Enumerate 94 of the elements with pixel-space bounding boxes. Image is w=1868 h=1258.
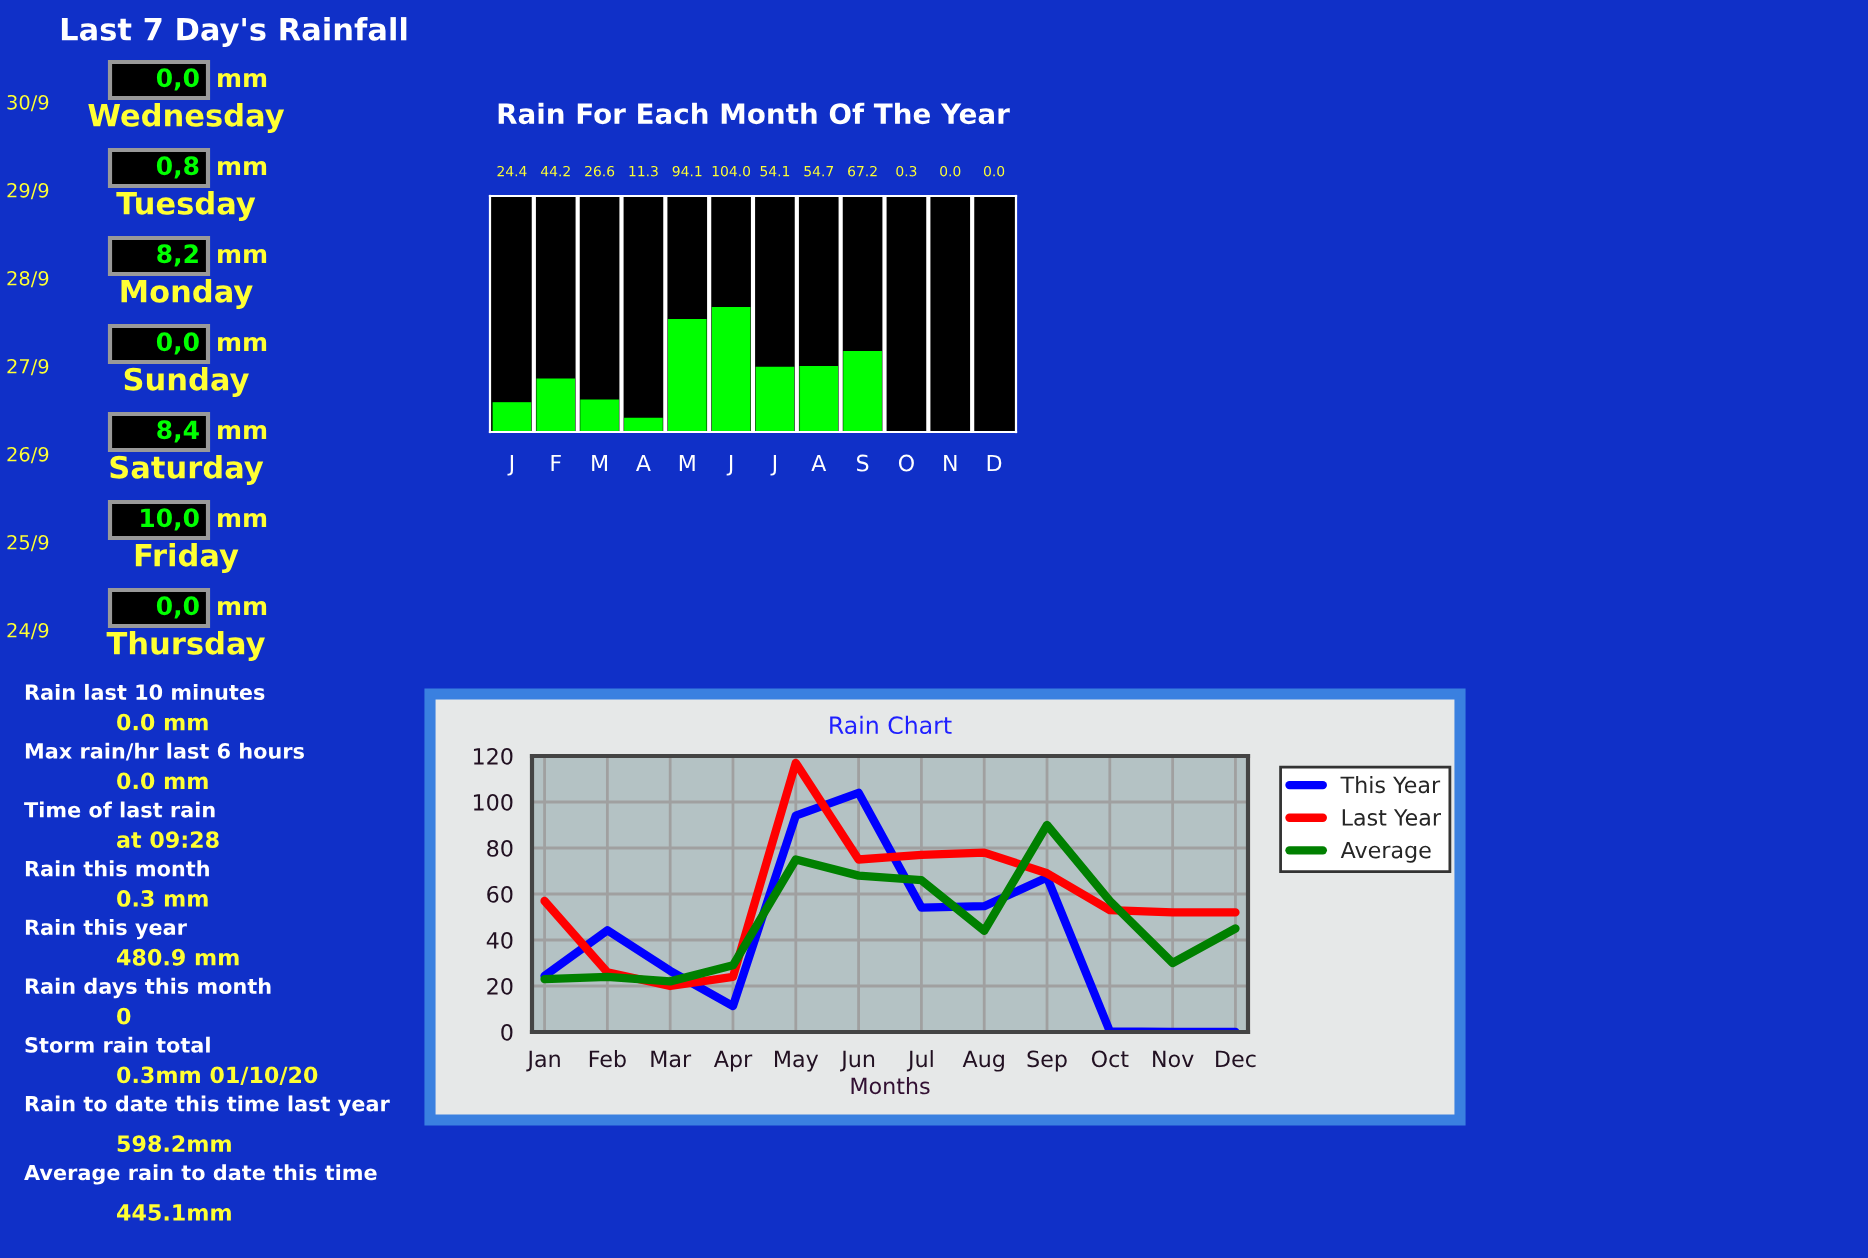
y-tick-label: 80	[487, 839, 513, 857]
text: mm	[218, 248, 267, 263]
text: 10,0	[141, 508, 199, 531]
text: 27/9	[7, 358, 49, 376]
text: 0.3mm 01/10/20	[117, 1066, 318, 1085]
bar	[492, 402, 532, 432]
text: mm	[218, 600, 267, 615]
x-axis-title: Months	[851, 1077, 930, 1095]
text: mm	[218, 512, 267, 527]
text: 24/9	[7, 622, 49, 640]
category-label: Wednesday	[88, 103, 285, 133]
text: 0,0	[156, 332, 199, 355]
x-tick-label: D	[987, 454, 1002, 472]
legend-label: This Year	[1340, 776, 1441, 794]
text: 0,0	[156, 68, 199, 91]
text: Rain this year	[25, 919, 187, 940]
category-label: Thursday	[106, 631, 265, 661]
text: Average rain to date this time	[24, 1164, 377, 1185]
chart-title: Rain Chart	[830, 715, 952, 735]
x-tick-label: M	[592, 454, 607, 472]
x-tick-label: Oct	[1091, 1050, 1129, 1068]
text: 28/9	[7, 270, 49, 288]
text: Time of last rain	[24, 801, 215, 818]
bar	[624, 417, 663, 432]
text: Last 7 Day's Rainfall	[61, 17, 407, 47]
x-tick-label: A	[811, 454, 827, 472]
x-tick-label: J	[726, 454, 733, 476]
x-tick-label: Apr	[713, 1050, 753, 1072]
x-tick-label: M	[679, 454, 695, 472]
x-tick-label: J	[507, 454, 514, 476]
x-tick-label: Feb	[589, 1050, 626, 1068]
bar	[711, 307, 751, 432]
text: 0,0	[156, 596, 199, 619]
x-tick-label: S	[856, 454, 869, 472]
text: 0	[117, 1007, 131, 1025]
text: Max rain/hr last 6 hours	[25, 742, 304, 761]
text: at 09:28	[116, 831, 219, 849]
text: mm	[218, 336, 267, 351]
text: mm	[218, 72, 267, 87]
text: Storm rain total	[25, 1036, 210, 1053]
x-tick-label: O	[898, 454, 914, 472]
x-tick-label: Dec	[1216, 1050, 1256, 1068]
bar	[843, 351, 882, 432]
text: Rain last 10 minutes	[25, 683, 265, 701]
chart-title: Rain For Each Month Of The Year	[498, 102, 1010, 125]
text: 25/9	[7, 534, 49, 552]
x-tick-label: N	[944, 454, 957, 472]
y-tick-label: 100	[473, 793, 513, 811]
category-label: Sunday	[124, 367, 249, 397]
x-tick-label: F	[551, 454, 561, 472]
bar	[536, 378, 576, 432]
bar	[799, 365, 839, 432]
text: mm	[218, 424, 267, 439]
text: 0.0 mm	[117, 772, 208, 790]
bar	[755, 366, 795, 432]
x-tick-label: Jun	[840, 1050, 875, 1072]
legend-label: Last Year	[1342, 809, 1441, 826]
text: 29/9	[7, 182, 49, 200]
text: 0,8	[156, 156, 199, 179]
bar	[667, 318, 707, 432]
category-label: Tuesday	[116, 191, 256, 221]
x-tick-label: J	[770, 454, 777, 476]
y-tick-label: 0	[501, 1023, 513, 1041]
bar	[580, 399, 619, 432]
y-tick-label: 60	[487, 885, 513, 903]
text: Rain to date this time last year	[25, 1095, 390, 1116]
text: 445.1mm	[117, 1204, 231, 1221]
x-tick-label: Jul	[906, 1050, 933, 1072]
category-label: Saturday	[110, 455, 264, 485]
text: 0.3 mm	[117, 890, 208, 907]
category-label: Friday	[135, 543, 239, 573]
x-tick-label: Aug	[962, 1050, 1004, 1072]
text: 30/9	[7, 94, 49, 112]
x-tick-label: Sep	[1027, 1050, 1067, 1072]
x-tick-label: Nov	[1153, 1050, 1194, 1068]
text: Rain this month	[25, 860, 209, 877]
line-series	[540, 820, 1240, 986]
y-tick-label: 40	[486, 931, 513, 949]
x-tick-label: May	[775, 1050, 819, 1072]
y-tick-label: 20	[487, 977, 513, 995]
y-tick-label: 120	[473, 747, 513, 765]
text: Rain days this month	[25, 977, 271, 999]
text: 598.2mm	[117, 1135, 231, 1153]
x-tick-label: Jan	[526, 1050, 560, 1072]
text: 26/9	[7, 446, 49, 464]
text: 8,4	[157, 420, 199, 443]
x-tick-label: A	[635, 454, 651, 472]
category-label: Monday	[121, 279, 253, 309]
text: 8,2	[157, 244, 198, 267]
text: 0.0 mm	[117, 713, 208, 731]
text: 480.9 mm	[117, 948, 239, 966]
x-tick-label: Mar	[651, 1050, 692, 1068]
legend-label: Average	[1340, 841, 1431, 863]
text: mm	[218, 160, 267, 175]
